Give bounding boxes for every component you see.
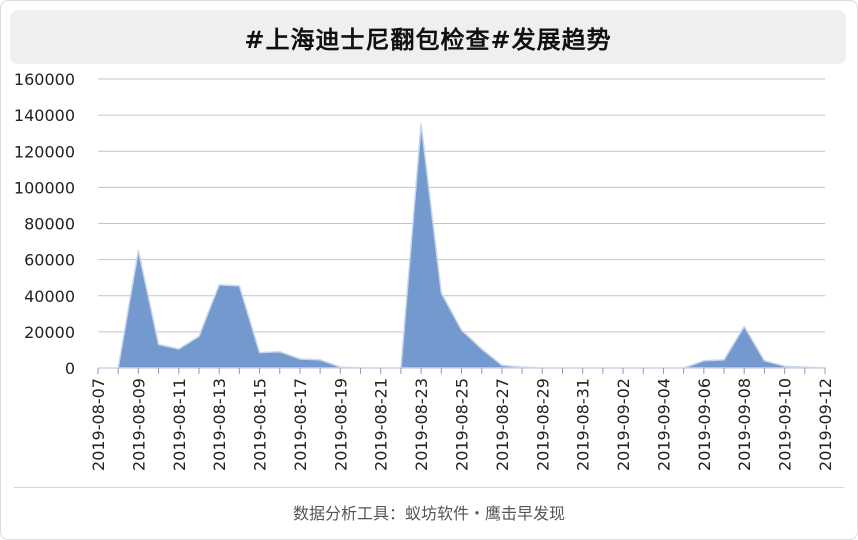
- title-bar: #上海迪士尼翻包检查#发展趋势: [10, 10, 846, 64]
- y-tick-label: 60000: [24, 251, 75, 270]
- x-tick-label: 2019-08-27: [493, 378, 512, 471]
- y-tick-label: 140000: [14, 106, 75, 125]
- y-tick-label: 0: [65, 359, 75, 378]
- y-tick-label: 80000: [24, 215, 75, 234]
- x-tick-label: 2019-08-21: [372, 378, 391, 471]
- x-tick-label: 2019-08-09: [129, 378, 148, 471]
- x-tick-label: 2019-09-12: [816, 378, 835, 471]
- trend-area-chart: 0 20000 40000 60000 80000 100000 120000 140000 1…: [14, 70, 835, 471]
- x-tick-label: 2019-09-02: [614, 378, 633, 471]
- footer-divider: [14, 487, 844, 488]
- x-tick-label: 2019-08-11: [170, 378, 189, 471]
- x-tick-label: 2019-08-29: [533, 378, 552, 471]
- x-tick-label: 2019-09-08: [735, 378, 754, 471]
- y-tick-label: 40000: [24, 287, 75, 306]
- chart-title: #上海迪士尼翻包检查#发展趋势: [244, 25, 612, 54]
- x-tick-label: 2019-08-17: [291, 378, 310, 471]
- x-tick-label: 2019-09-10: [776, 378, 795, 471]
- x-tick-label: 2019-08-13: [210, 378, 229, 471]
- footer-credit: 数据分析工具：蚁坊软件・鹰击早发现: [292, 504, 565, 523]
- y-tick-label: 100000: [14, 178, 75, 197]
- y-tick-label: 160000: [14, 70, 75, 89]
- y-tick-label: 20000: [24, 323, 75, 342]
- x-tick-label: 2019-09-06: [695, 378, 714, 471]
- x-tick-label: 2019-08-15: [251, 378, 270, 471]
- x-tick-label: 2019-08-23: [412, 378, 431, 471]
- y-tick-label: 120000: [14, 142, 75, 161]
- x-tick-label: 2019-08-19: [331, 378, 350, 471]
- series-area: [97, 123, 826, 369]
- x-tick-label: 2019-08-25: [453, 378, 472, 471]
- x-tick-label: 2019-09-04: [654, 378, 673, 471]
- x-tick-label: 2019-08-07: [89, 378, 108, 471]
- x-tick-label: 2019-08-31: [574, 378, 593, 471]
